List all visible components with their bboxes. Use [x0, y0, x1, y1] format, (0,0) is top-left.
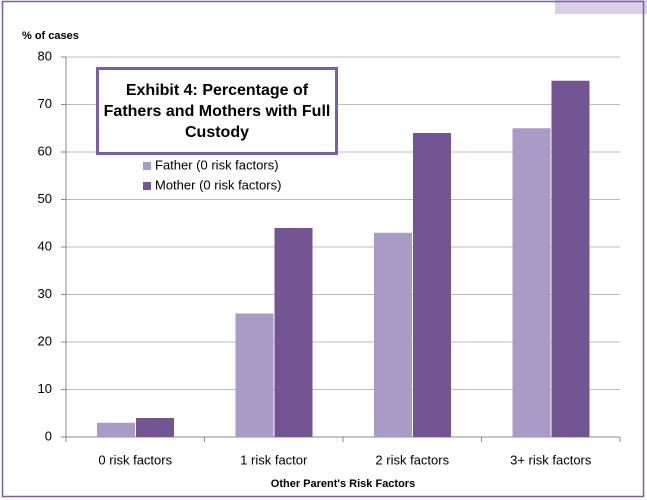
x-tick-label: 3+ risk factors — [510, 452, 592, 467]
legend-swatch — [143, 182, 151, 190]
bar — [374, 232, 412, 437]
y-tick-label: 30 — [38, 286, 52, 301]
bar — [551, 80, 590, 437]
y-tick-label: 40 — [38, 238, 52, 253]
bar — [512, 128, 551, 437]
bar — [413, 133, 451, 437]
header-tab — [555, 0, 647, 14]
legend-swatch — [143, 162, 151, 170]
x-tick-label: 0 risk factors — [98, 452, 172, 467]
y-tick-label: 20 — [38, 333, 52, 348]
x-tick-label: 2 risk factors — [375, 452, 449, 467]
y-tick-label: 0 — [45, 428, 52, 443]
y-tick-label: 80 — [38, 48, 52, 63]
bar — [235, 313, 274, 437]
legend-label: Mother (0 risk factors) — [155, 177, 281, 192]
y-tick-label: 60 — [38, 143, 52, 158]
y-tick-label: 10 — [38, 381, 52, 396]
bar — [274, 228, 313, 437]
y-axis-label: % of cases — [22, 30, 79, 42]
legend-label: Father (0 risk factors) — [155, 157, 279, 172]
y-tick-label: 50 — [38, 191, 52, 206]
bar — [136, 418, 174, 437]
x-axis-label: Other Parent's Risk Factors — [271, 478, 415, 490]
y-tick-label: 70 — [38, 96, 52, 111]
x-tick-label: 1 risk factor — [240, 452, 308, 467]
chart-title: Exhibit 4: Percentage of Fathers and Mot… — [96, 67, 338, 155]
bar — [97, 422, 135, 437]
